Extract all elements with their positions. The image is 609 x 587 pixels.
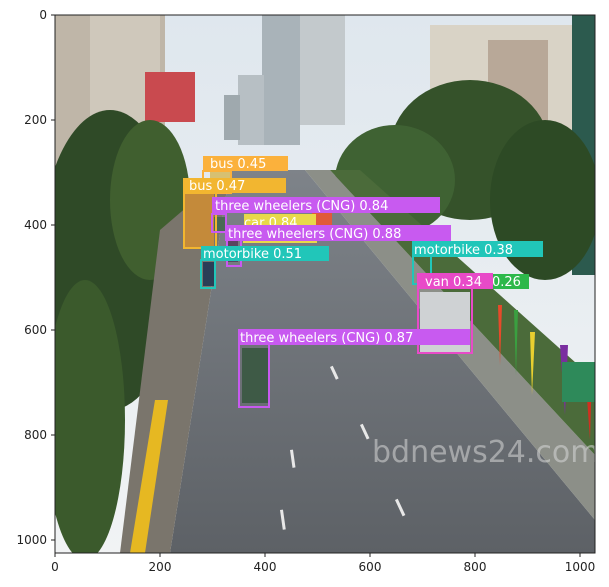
x-tick-label: 0 xyxy=(51,560,59,574)
x-tick-label: 1000 xyxy=(565,560,596,574)
detection-label-bg xyxy=(183,178,286,193)
detection-label-bg xyxy=(225,225,451,241)
y-tick-label: 600 xyxy=(24,323,47,337)
detection-label-bg xyxy=(417,273,493,289)
detection-label-bg xyxy=(203,156,288,171)
x-tick-label: 800 xyxy=(464,560,487,574)
detection-label-bg xyxy=(238,329,470,345)
watermark: bdnews24.com xyxy=(372,435,600,470)
y-axis: 0 200 400 600 800 1000 xyxy=(16,8,55,547)
detection-label-bg xyxy=(412,241,543,257)
x-tick-label: 400 xyxy=(254,560,277,574)
detection-label: 0.26 xyxy=(492,275,521,290)
x-tick-label: 200 xyxy=(149,560,172,574)
detection-label: bus 0.45 xyxy=(210,157,266,172)
y-tick-label: 200 xyxy=(24,113,47,127)
axes-frame xyxy=(54,14,596,554)
detection-label-bg xyxy=(212,197,440,213)
detection-label: three wheelers (CNG) 0.84 xyxy=(215,199,388,214)
x-tick-label: 600 xyxy=(359,560,382,574)
detection-label: three wheelers (CNG) 0.87 xyxy=(240,331,413,346)
y-tick-label: 400 xyxy=(24,218,47,232)
detections: bus 0.45 bus 0.47 car 0.84 three wheeler… xyxy=(183,156,543,408)
detection-label: motorbike 0.38 xyxy=(414,243,513,258)
y-tick-label: 0 xyxy=(39,8,47,22)
detection-label: motorbike 0.51 xyxy=(203,247,302,262)
detection-label: three wheelers (CNG) 0.88 xyxy=(228,227,401,242)
detection-label-bg xyxy=(487,274,529,289)
detection-label: van 0.34 xyxy=(425,275,482,290)
detection-label: bus 0.47 xyxy=(189,179,245,194)
x-axis: 0 200 400 600 800 1000 xyxy=(51,553,595,574)
y-tick-label: 1000 xyxy=(16,533,47,547)
y-tick-label: 800 xyxy=(24,428,47,442)
street-photo: bdnews24.com xyxy=(55,15,600,553)
detection-label-bg xyxy=(201,246,329,261)
